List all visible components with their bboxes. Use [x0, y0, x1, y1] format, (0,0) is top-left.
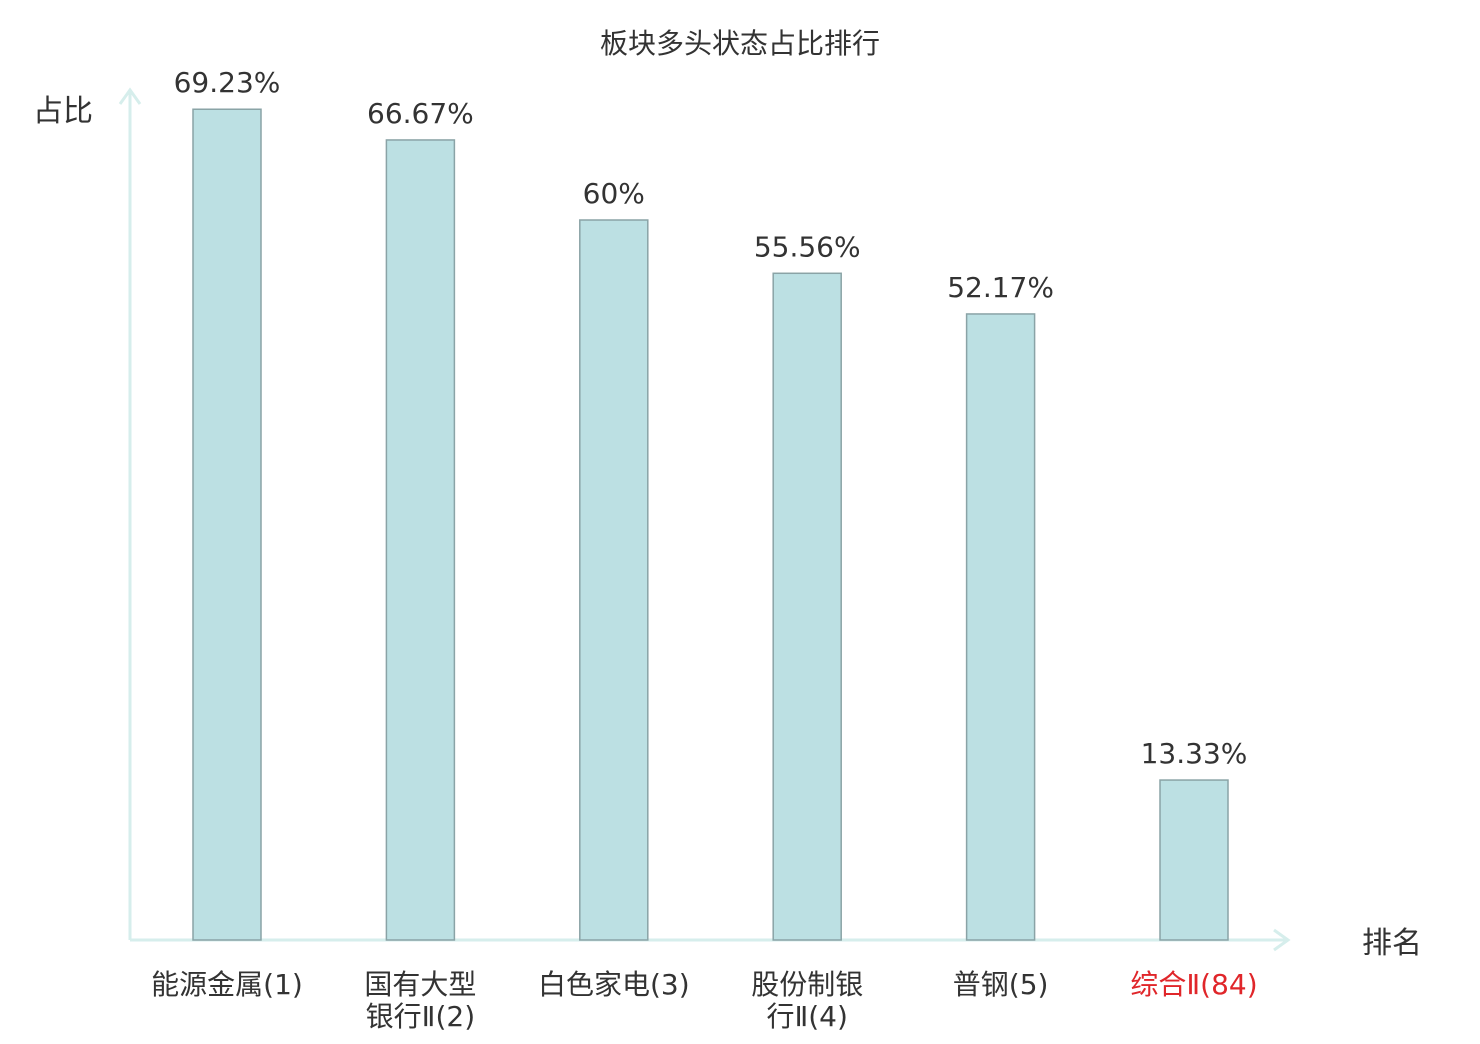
y-axis-arrow	[118, 87, 142, 105]
bars-group	[192, 108, 1229, 941]
x-tick-label-part: 银行Ⅱ	[366, 1000, 436, 1033]
x-tick-labels-group: 能源金属(1) 国有大型银行Ⅱ(2) 白色家电(3) 股份制银行Ⅱ(4) 普钢(5) 综合…	[151, 968, 1257, 1033]
x-tick-label: 国有大型银行Ⅱ(2)	[364, 968, 476, 1033]
x-tick-label-line: 银行Ⅱ(2)	[366, 1000, 475, 1033]
bar-value-label: 69.23%	[174, 66, 281, 99]
value-labels-group: 69.23% 66.67% 60% 55.56% 52.17% 13.33%	[174, 66, 1248, 770]
x-tick-label: 股份制银行Ⅱ(4)	[751, 968, 863, 1033]
bar	[1159, 779, 1229, 941]
x-tick-rank: (1)	[263, 968, 303, 1001]
x-tick-label-part: 行Ⅱ	[766, 1000, 808, 1033]
x-tick-rank: (5)	[1009, 968, 1049, 1001]
bar-value-label: 55.56%	[754, 230, 861, 263]
x-tick-label-part: 综合Ⅱ	[1130, 968, 1200, 1001]
bar-value-label: 60%	[583, 177, 645, 210]
x-tick-label: 能源金属(1)	[151, 968, 303, 1001]
bar-value-label: 13.33%	[1141, 737, 1248, 770]
bar	[579, 219, 649, 941]
axes	[118, 87, 1291, 952]
y-axis-label: 占比	[33, 94, 93, 129]
x-axis-arrow	[1273, 928, 1291, 952]
x-tick-label-part: 白色家电	[538, 968, 650, 1001]
x-tick-label: 综合Ⅱ(84)	[1130, 968, 1257, 1001]
x-axis-label: 排名	[1362, 926, 1422, 961]
x-tick-rank: (2)	[435, 1000, 475, 1033]
bar	[385, 139, 456, 941]
chart-title: 板块多头状态占比排行	[600, 27, 880, 60]
x-tick-rank: (4)	[808, 1000, 848, 1033]
x-tick-label-line: 行Ⅱ(4)	[766, 1000, 847, 1033]
x-tick-rank: (3)	[650, 968, 690, 1001]
bar	[192, 108, 262, 941]
x-tick-label: 白色家电(3)	[538, 968, 690, 1001]
x-tick-label-part: 股份制银	[751, 968, 863, 1001]
x-tick-rank: (84)	[1200, 968, 1257, 1001]
x-tick-label-part: 普钢	[953, 968, 1009, 1001]
bar-value-label: 66.67%	[367, 97, 474, 130]
bar-value-label: 52.17%	[947, 271, 1054, 304]
x-tick-label-part: 国有大型	[364, 968, 476, 1001]
x-tick-label: 普钢(5)	[953, 968, 1049, 1001]
x-tick-label-part: 能源金属	[151, 968, 263, 1001]
bar	[772, 272, 842, 941]
bar	[965, 313, 1036, 941]
